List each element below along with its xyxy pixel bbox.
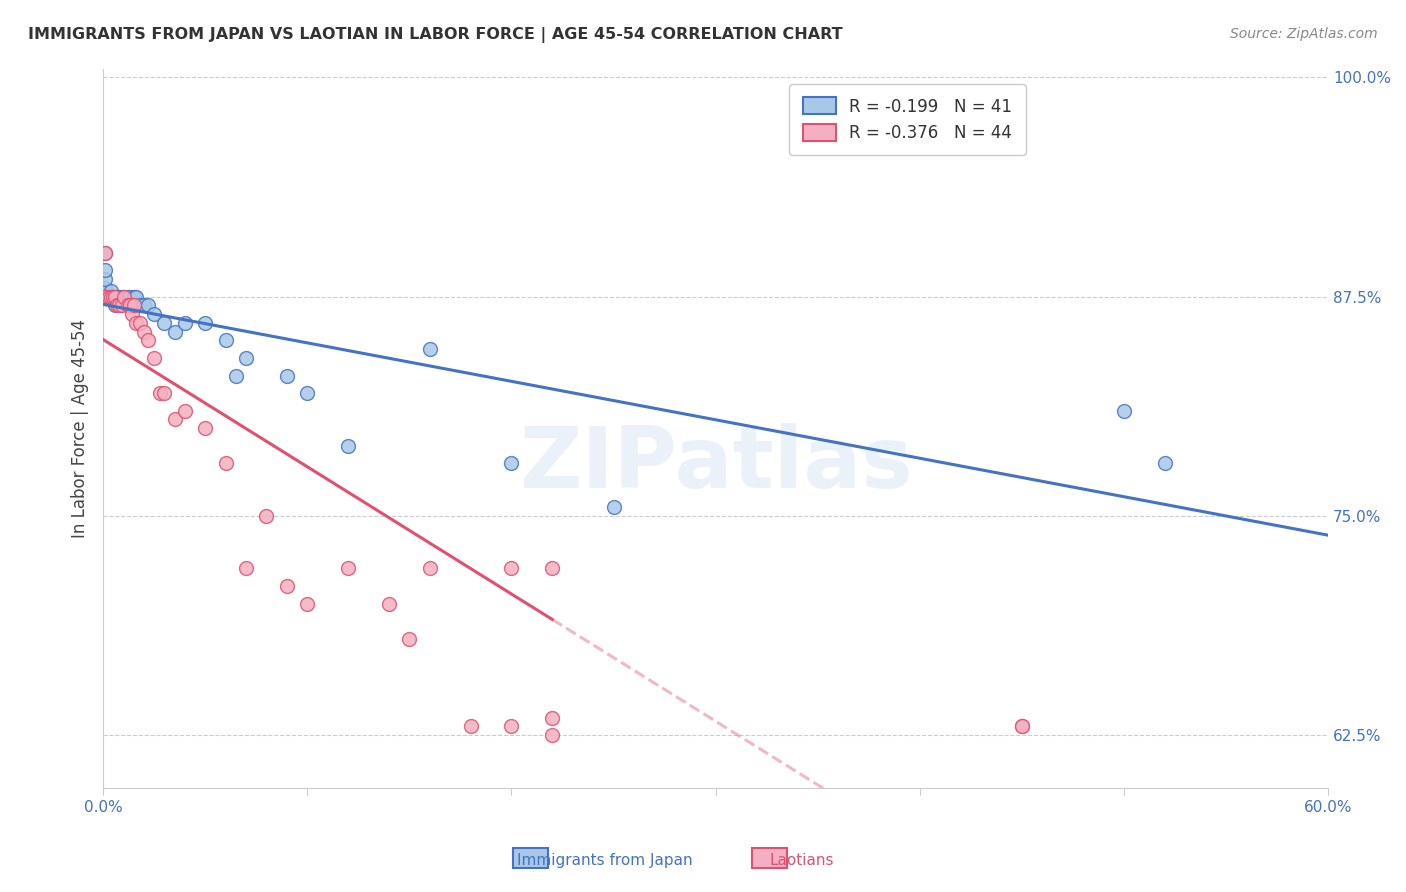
Point	[94, 263, 117, 277]
Text: Immigrants from Japan: Immigrants from Japan	[517, 854, 692, 868]
Point	[276, 368, 298, 383]
Point	[122, 298, 145, 312]
Point	[398, 632, 420, 646]
Point	[107, 298, 129, 312]
Point	[125, 316, 148, 330]
Point	[112, 289, 135, 303]
Point	[94, 289, 117, 303]
Point	[602, 500, 624, 514]
Point	[214, 334, 236, 348]
Point	[94, 245, 117, 260]
Legend: R = -0.199   N = 41, R = -0.376   N = 44: R = -0.199 N = 41, R = -0.376 N = 44	[790, 84, 1026, 155]
Point	[112, 289, 135, 303]
Point	[94, 285, 117, 299]
Point	[132, 298, 155, 312]
Point	[121, 307, 143, 321]
Point	[94, 289, 117, 303]
Point	[98, 289, 121, 303]
Point	[256, 508, 278, 523]
Point	[94, 272, 117, 286]
Point	[94, 245, 117, 260]
Point	[235, 351, 257, 365]
Point	[117, 298, 139, 312]
Point	[541, 710, 564, 724]
Point	[337, 561, 360, 575]
Point	[541, 561, 564, 575]
FancyBboxPatch shape	[752, 848, 787, 868]
Text: Laotians: Laotians	[769, 854, 834, 868]
Point	[1011, 719, 1033, 733]
Point	[104, 298, 127, 312]
Point	[117, 289, 139, 303]
Text: IMMIGRANTS FROM JAPAN VS LAOTIAN IN LABOR FORCE | AGE 45-54 CORRELATION CHART: IMMIGRANTS FROM JAPAN VS LAOTIAN IN LABO…	[28, 27, 842, 43]
Point	[419, 561, 441, 575]
Point	[98, 289, 121, 303]
Point	[153, 386, 176, 401]
Point	[94, 289, 117, 303]
Point	[132, 325, 155, 339]
Point	[501, 719, 523, 733]
Point	[94, 281, 117, 295]
Point	[173, 403, 195, 417]
Point	[378, 597, 401, 611]
Point	[94, 289, 117, 303]
Point	[194, 316, 217, 330]
Point	[98, 289, 121, 303]
Point	[541, 728, 564, 742]
Point	[153, 316, 176, 330]
Point	[337, 439, 360, 453]
Point	[107, 289, 129, 303]
Point	[1153, 456, 1175, 470]
FancyBboxPatch shape	[513, 848, 548, 868]
Point	[276, 579, 298, 593]
Point	[128, 316, 150, 330]
Point	[94, 289, 117, 303]
Point	[103, 289, 125, 303]
Point	[104, 289, 127, 303]
Point	[118, 298, 141, 312]
Point	[143, 351, 166, 365]
Point	[501, 456, 523, 470]
Point	[108, 298, 131, 312]
Point	[122, 289, 145, 303]
Point	[194, 421, 217, 435]
Point	[104, 289, 127, 303]
Point	[136, 334, 159, 348]
Text: Source: ZipAtlas.com: Source: ZipAtlas.com	[1230, 27, 1378, 41]
Point	[136, 298, 159, 312]
Point	[100, 285, 122, 299]
Point	[1011, 719, 1033, 733]
Point	[214, 456, 236, 470]
Point	[460, 719, 482, 733]
Point	[110, 289, 132, 303]
Point	[125, 289, 148, 303]
Point	[94, 289, 117, 303]
Point	[121, 298, 143, 312]
Point	[1112, 403, 1135, 417]
Text: ZIPatlas: ZIPatlas	[519, 423, 912, 506]
Point	[149, 386, 172, 401]
Point	[103, 289, 125, 303]
Point	[108, 289, 131, 303]
Point	[118, 289, 141, 303]
Point	[225, 368, 247, 383]
Point	[297, 597, 319, 611]
Point	[100, 289, 122, 303]
Point	[143, 307, 166, 321]
Point	[501, 561, 523, 575]
Point	[163, 412, 186, 426]
Point	[110, 298, 132, 312]
Point	[297, 386, 319, 401]
Point	[235, 561, 257, 575]
Y-axis label: In Labor Force | Age 45-54: In Labor Force | Age 45-54	[72, 318, 89, 538]
Point	[128, 298, 150, 312]
Point	[173, 316, 195, 330]
Point	[419, 342, 441, 356]
Point	[163, 325, 186, 339]
